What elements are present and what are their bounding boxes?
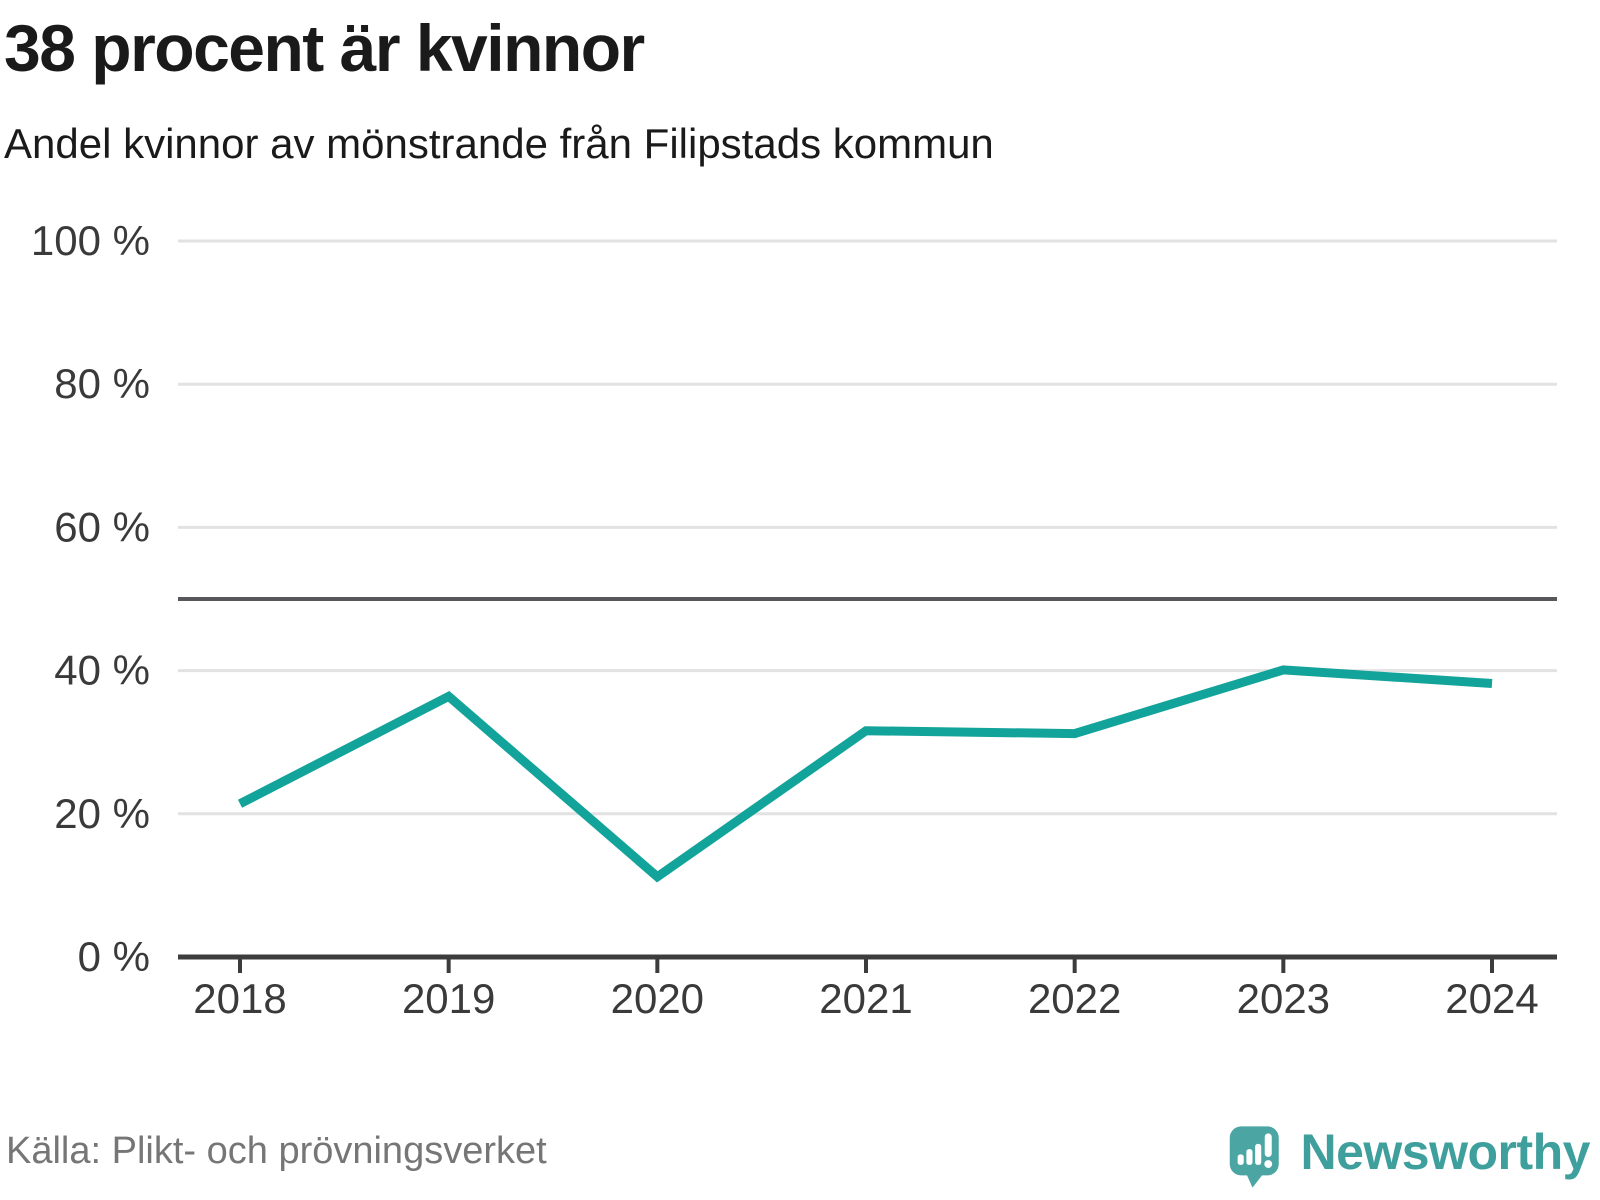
x-axis-labels: 2018 2019 2020 2021 2022 2023 2024: [193, 975, 1538, 1022]
newsworthy-brand: Newsworthy: [1228, 1124, 1590, 1190]
y-tick-label: 40 %: [54, 647, 150, 694]
x-tick-label: 2019: [402, 975, 495, 1022]
series-line: [237, 665, 1493, 883]
x-tick-label: 2022: [1028, 975, 1121, 1022]
exclamation-icon: [1265, 1133, 1273, 1157]
newsworthy-wordmark: Newsworthy: [1300, 1124, 1590, 1180]
source-note: Källa: Plikt- och prövningsverket: [6, 1130, 547, 1172]
newsworthy-logo-icon: [1230, 1126, 1280, 1188]
x-axis: [178, 954, 1557, 973]
y-tick-label: 80 %: [54, 360, 150, 407]
y-tick-label: 100 %: [31, 217, 150, 264]
y-axis-labels: 0 % 20 % 40 % 60 % 80 % 100 %: [31, 217, 150, 980]
x-tick-label: 2018: [193, 975, 286, 1022]
bar-chart-icon: [1238, 1154, 1245, 1165]
y-tick-label: 20 %: [54, 790, 150, 837]
x-tick-label: 2020: [611, 975, 704, 1022]
x-tick-label: 2023: [1237, 975, 1330, 1022]
x-tick-label: 2024: [1445, 975, 1538, 1022]
y-tick-label: 60 %: [54, 503, 150, 550]
chart-subtitle: Andel kvinnor av mönstrande från Filipst…: [4, 120, 994, 167]
x-tick-label: 2021: [819, 975, 912, 1022]
chart-title: 38 procent är kvinnor: [4, 11, 645, 85]
y-tick-label: 0 %: [78, 933, 150, 980]
data-series: [237, 665, 1493, 883]
